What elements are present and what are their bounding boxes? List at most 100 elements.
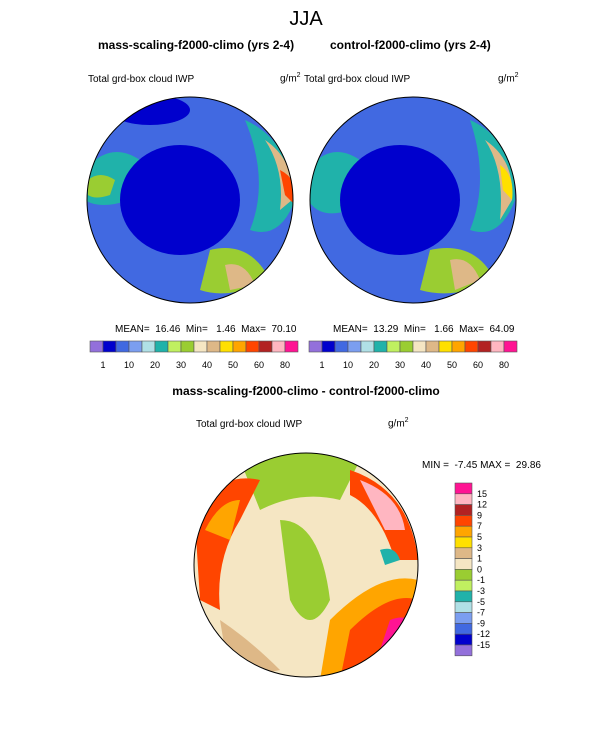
- colorbar-box: [438, 340, 453, 353]
- colorbar-box: [454, 515, 473, 527]
- colorbar-label: 50: [447, 360, 457, 370]
- colorbar-box: [258, 340, 273, 353]
- colorbar-box: [373, 340, 388, 353]
- figure-title: JJA: [289, 8, 323, 30]
- colorbar-box: [454, 547, 473, 559]
- colorbar-box: [399, 340, 414, 353]
- left-units-label: g/m2: [280, 72, 301, 85]
- colorbar-box: [334, 340, 349, 353]
- colorbar-label: -9: [477, 618, 485, 628]
- colorbar-box: [454, 590, 473, 603]
- left-variable-label: Total grd-box cloud IWP: [88, 74, 195, 85]
- right-units-label: g/m2: [498, 72, 519, 85]
- colorbar-label: -3: [477, 586, 485, 596]
- colorbar-label: 60: [473, 360, 483, 370]
- colorbar-box: [271, 340, 286, 353]
- colorbar-box: [284, 340, 299, 353]
- colorbar-box: [321, 340, 336, 353]
- colorbar-box: [115, 340, 130, 353]
- colorbar-box: [454, 493, 473, 505]
- colorbar-box: [167, 340, 182, 353]
- colorbar-box: [451, 340, 466, 353]
- colorbar-box: [490, 340, 505, 353]
- colorbar-label: 30: [395, 360, 405, 370]
- colorbar-box: [454, 644, 473, 657]
- colorbar-box: [477, 340, 492, 353]
- left-polar-map: [87, 97, 293, 303]
- colorbar-box: [206, 340, 221, 353]
- right-polar-map: [310, 97, 516, 303]
- colorbar-label: 60: [254, 360, 264, 370]
- colorbar-label: 7: [477, 521, 482, 531]
- colorbar-label: 40: [202, 360, 212, 370]
- colorbar-box: [454, 612, 473, 624]
- difference-variable-label: Total grd-box cloud IWP: [196, 419, 303, 430]
- left-stats: MEAN= 16.46 Min= 1.46 Max= 70.10: [115, 324, 297, 335]
- colorbar-box: [232, 340, 247, 353]
- difference-polar-map: [194, 453, 418, 677]
- colorbar-box: [454, 504, 473, 516]
- colorbar-label: 40: [421, 360, 431, 370]
- colorbar-box: [454, 623, 473, 635]
- colorbar-box: [412, 340, 427, 353]
- colorbar-label: -15: [477, 640, 490, 650]
- colorbar-box: [425, 340, 440, 353]
- left-panel-title: mass-scaling-f2000-climo (yrs 2-4): [98, 38, 295, 52]
- colorbar-label: 50: [228, 360, 238, 370]
- right-map-border: [309, 96, 517, 304]
- colorbar-label: 20: [369, 360, 379, 370]
- colorbar-box: [154, 340, 169, 353]
- colorbar-label: -12: [477, 629, 490, 639]
- colorbar-box: [454, 525, 473, 538]
- right-panel-title: control-f2000-climo (yrs 2-4): [330, 38, 491, 52]
- colorbar-box: [503, 340, 518, 353]
- difference-stats: MIN = -7.45 MAX = 29.86: [422, 460, 541, 471]
- colorbar-box: [454, 633, 473, 646]
- left-map-border: [86, 96, 294, 304]
- colorbar-label: 1: [100, 360, 105, 370]
- colorbar-box: [454, 601, 473, 613]
- colorbar-box: [193, 340, 208, 353]
- colorbar-box: [89, 340, 104, 353]
- difference-map-border: [193, 452, 419, 678]
- colorbar-box: [454, 536, 473, 549]
- colorbar-box: [347, 340, 362, 353]
- colorbar-box: [219, 340, 234, 353]
- colorbar-label: 3: [477, 543, 482, 553]
- difference-title: mass-scaling-f2000-climo - control-f2000…: [172, 384, 440, 398]
- colorbar-label: 30: [176, 360, 186, 370]
- colorbar-label: 15: [477, 489, 487, 499]
- colorbar-box: [308, 340, 323, 353]
- colorbar-box: [454, 569, 473, 581]
- colorbar-label: -5: [477, 597, 485, 607]
- colorbar-box: [454, 558, 473, 570]
- colorbar-box: [386, 340, 401, 353]
- colorbar-box: [245, 340, 260, 353]
- colorbar-box: [128, 340, 143, 353]
- colorbar-box: [141, 340, 156, 353]
- colorbar-box: [102, 340, 117, 353]
- colorbar-box: [464, 340, 479, 353]
- colorbar-label: 80: [499, 360, 509, 370]
- colorbar-label: -1: [477, 575, 485, 585]
- colorbar-box: [360, 340, 375, 353]
- right-variable-label: Total grd-box cloud IWP: [304, 74, 411, 85]
- colorbar-label: 1: [477, 554, 482, 564]
- colorbar-label: 80: [280, 360, 290, 370]
- colorbar-label: 20: [150, 360, 160, 370]
- colorbar-label: 1: [319, 360, 324, 370]
- colorbar-box: [180, 340, 195, 353]
- left-colorbar: 1 10 20 30 40 50 60 80: [89, 340, 299, 370]
- colorbar-box: [454, 482, 473, 495]
- colorbar-label: 5: [477, 532, 482, 542]
- colorbar-box: [454, 579, 473, 592]
- right-stats: MEAN= 13.29 Min= 1.66 Max= 64.09: [333, 324, 515, 335]
- colorbar-label: 9: [477, 510, 482, 520]
- difference-units-label: g/m2: [388, 417, 409, 430]
- right-colorbar: 1 10 20 30 40 50 60 80: [308, 340, 518, 370]
- colorbar-label: 12: [477, 500, 487, 510]
- colorbar-label: -7: [477, 608, 485, 618]
